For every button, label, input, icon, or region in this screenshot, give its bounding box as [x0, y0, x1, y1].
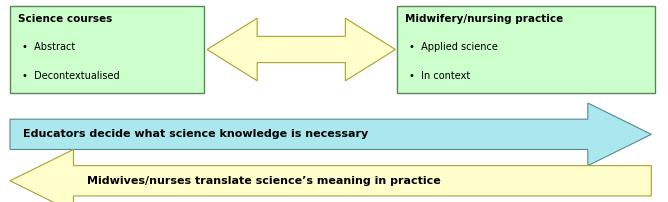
- Text: Midwives/nurses translate science’s meaning in practice: Midwives/nurses translate science’s mean…: [87, 176, 441, 186]
- Text: •  In context: • In context: [409, 71, 471, 81]
- FancyBboxPatch shape: [397, 6, 655, 93]
- Text: •  Abstract: • Abstract: [22, 42, 75, 53]
- FancyBboxPatch shape: [10, 6, 204, 93]
- Text: Science courses: Science courses: [18, 14, 112, 24]
- Text: Educators decide what science knowledge is necessary: Educators decide what science knowledge …: [23, 129, 369, 139]
- Text: Midwifery/nursing practice: Midwifery/nursing practice: [405, 14, 564, 24]
- Polygon shape: [207, 18, 395, 81]
- Text: •  Decontextualised: • Decontextualised: [22, 71, 120, 81]
- Polygon shape: [10, 149, 651, 202]
- Text: •  Applied science: • Applied science: [409, 42, 498, 53]
- Polygon shape: [10, 103, 651, 166]
